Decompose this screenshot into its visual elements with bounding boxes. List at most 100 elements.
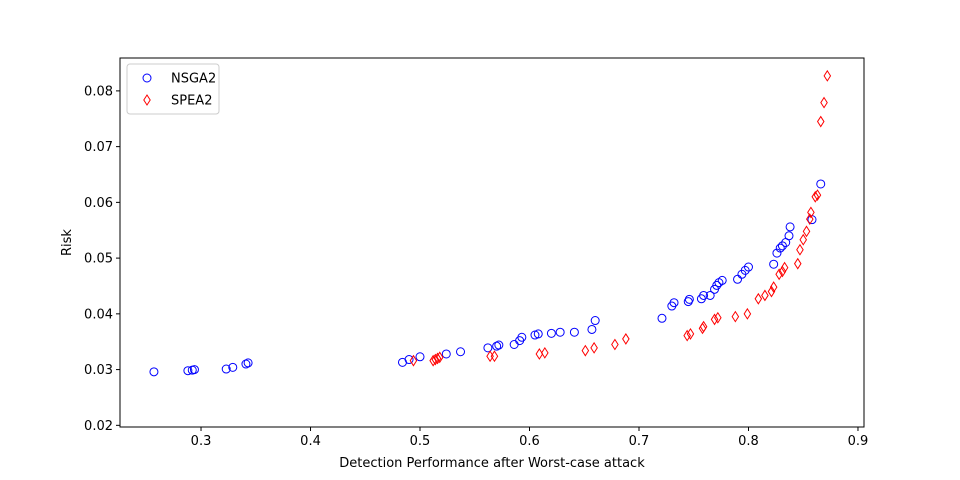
nsga2-point — [183, 366, 193, 376]
spea2-point — [622, 333, 630, 345]
x-tick-label: 0.5 — [410, 434, 431, 449]
x-tick-label: 0.9 — [848, 434, 869, 449]
nsga2-point — [587, 324, 597, 334]
nsga2-point — [517, 332, 527, 342]
spea2-point — [581, 344, 590, 357]
spea2-point — [490, 350, 499, 363]
nsga2-point — [657, 313, 667, 323]
nsga2-point — [717, 275, 727, 285]
spea2-point — [775, 268, 783, 281]
nsga2-point — [404, 355, 414, 365]
y-tick-label: 0.07 — [84, 140, 113, 155]
y-tick-label: 0.05 — [84, 252, 113, 267]
spea2-point — [811, 190, 820, 203]
spea2-point — [780, 261, 789, 274]
nsga2-point — [775, 243, 785, 253]
nsga2-point — [590, 316, 600, 326]
y-tick-label: 0.03 — [84, 363, 113, 378]
x-tick-label: 0.8 — [738, 434, 759, 449]
nsga2-point — [684, 294, 694, 304]
spea2-point — [820, 96, 828, 109]
spea2-point — [813, 189, 822, 202]
nsga2-point — [740, 265, 750, 275]
spea2-point — [435, 351, 444, 364]
nsga2-point — [785, 222, 795, 232]
legend: NSGA2 SPEA2 — [126, 63, 220, 115]
nsga2-point — [456, 347, 466, 357]
legend-label-spea2: SPEA2 — [171, 94, 212, 109]
y-tick-label: 0.06 — [84, 196, 113, 211]
nsga2-point — [149, 367, 159, 377]
spea2-point — [807, 206, 815, 219]
nsga2-point — [546, 328, 556, 338]
series-nsga2 — [149, 179, 826, 377]
spea2-point — [769, 281, 778, 294]
spea2-point — [796, 243, 804, 256]
nsga2-point — [816, 179, 826, 189]
spea2-point — [409, 354, 418, 367]
nsga2-point — [494, 340, 504, 350]
x-tick-label: 0.3 — [191, 434, 212, 449]
spea2-point — [799, 233, 808, 246]
legend-marker-nsga2 — [142, 73, 152, 83]
spea2-point — [611, 338, 619, 351]
nsga2-point — [772, 248, 782, 258]
spea2-point — [698, 322, 707, 335]
axes-frame — [119, 57, 865, 428]
x-axis-label: Detection Performance after Worst-case a… — [339, 456, 645, 471]
nsga2-point — [712, 280, 722, 290]
y-tick-label: 0.04 — [84, 307, 113, 322]
nsga2-point — [669, 298, 679, 308]
nsga2-point — [483, 343, 493, 353]
nsga2-point — [777, 241, 787, 251]
x-tick-label: 0.6 — [519, 434, 540, 449]
nsga2-point — [241, 359, 251, 369]
y-axis-ticks: 0.02 0.03 0.04 0.05 0.06 0.07 0.08 — [84, 84, 120, 434]
spea2-point — [486, 350, 494, 363]
spea2-point — [699, 320, 708, 333]
spea2-point — [816, 115, 825, 128]
spea2-point — [767, 285, 776, 298]
spea2-point — [778, 265, 787, 278]
spea2-point — [686, 327, 695, 340]
x-axis-ticks: 0.3 0.4 0.5 0.6 0.7 0.8 0.9 — [191, 427, 869, 449]
y-axis-label: Risk — [60, 229, 75, 256]
spea2-point — [431, 353, 440, 366]
spea2-point — [433, 352, 442, 365]
spea2-point — [535, 348, 544, 360]
spea2-point — [754, 292, 763, 305]
nsga2-point — [228, 362, 238, 372]
nsga2-point — [221, 364, 231, 374]
nsga2-point — [189, 365, 199, 375]
nsga2-point — [243, 358, 253, 368]
spea2-point — [823, 69, 832, 82]
y-tick-label: 0.08 — [84, 84, 113, 99]
nsga2-point — [769, 259, 779, 269]
nsga2-point — [569, 327, 579, 337]
spea2-point — [714, 311, 722, 324]
spea2-point — [710, 313, 719, 326]
nsga2-point — [415, 352, 425, 362]
spea2-point — [806, 213, 814, 226]
nsga2-point — [441, 349, 451, 359]
x-tick-label: 0.7 — [629, 434, 650, 449]
spea2-point — [590, 341, 598, 354]
spea2-point — [683, 329, 691, 342]
nsga2-point — [743, 262, 753, 272]
nsga2-point — [492, 341, 502, 351]
nsga2-point — [705, 290, 715, 300]
legend-label-nsga2: NSGA2 — [171, 72, 216, 87]
nsga2-point — [555, 327, 565, 337]
x-tick-label: 0.4 — [300, 434, 321, 449]
nsga2-point — [733, 274, 743, 284]
nsga2-point — [509, 340, 519, 350]
series-spea2 — [409, 69, 832, 367]
nsga2-point — [784, 231, 794, 241]
nsga2-point — [533, 329, 543, 339]
y-tick-label: 0.02 — [84, 419, 113, 434]
spea2-point — [731, 310, 740, 323]
spea2-point — [541, 346, 549, 359]
spea2-point — [793, 257, 802, 270]
nsga2-point — [699, 290, 709, 300]
